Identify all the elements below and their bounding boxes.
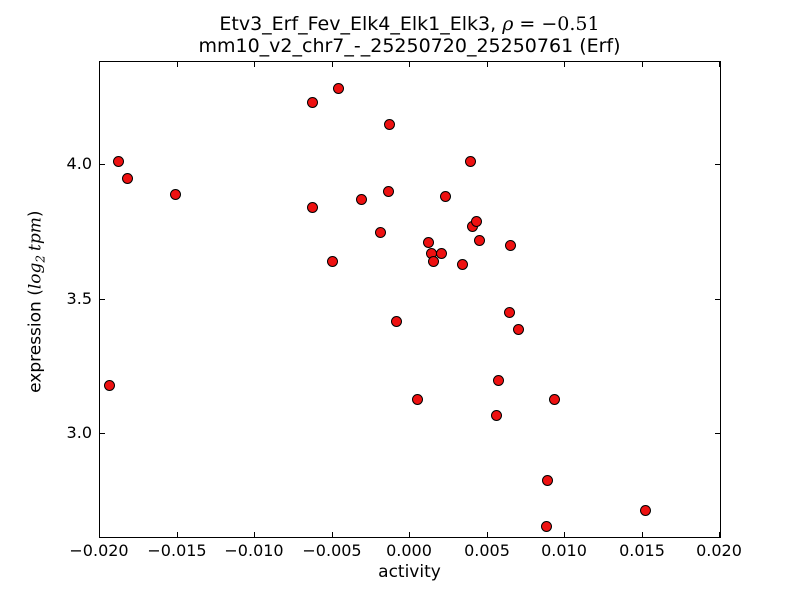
data-point: [503, 307, 515, 319]
data-point: [384, 118, 396, 130]
data-point: [513, 323, 524, 335]
data-point: [492, 374, 504, 386]
data-point: [390, 315, 402, 327]
x-axis-tick: [564, 62, 565, 67]
y-tick-label: 4.0: [66, 154, 92, 173]
y-axis-tick: [715, 164, 720, 165]
data-point: [333, 83, 345, 95]
data-point: [540, 520, 552, 532]
data-point: [542, 474, 554, 486]
data-point: [464, 156, 476, 168]
y-axis-tick: [100, 433, 105, 434]
y-axis-tick: [100, 299, 105, 300]
y-axis-label-log: log: [25, 262, 46, 290]
x-axis-tick: [177, 532, 178, 537]
y-tick-label: 3.0: [66, 423, 92, 442]
y-axis-label-log-base: 2: [33, 254, 48, 263]
x-axis-tick: [254, 62, 255, 67]
data-point: [306, 202, 318, 214]
x-axis-tick: [719, 62, 720, 67]
x-axis-tick: [99, 532, 100, 537]
x-axis-tick: [487, 62, 488, 67]
x-axis-tick: [642, 62, 643, 67]
x-tick-label: 0.000: [386, 541, 432, 560]
data-point: [356, 194, 368, 206]
x-tick-label: −0.010: [224, 541, 284, 560]
x-tick-label: −0.015: [147, 541, 207, 560]
data-point: [471, 215, 483, 227]
data-point: [457, 258, 469, 270]
y-axis-tick: [715, 299, 720, 300]
x-axis-tick: [719, 532, 720, 537]
x-tick-label: −0.005: [302, 541, 362, 560]
x-tick-label: 0.020: [696, 541, 742, 560]
y-tick-label: 3.5: [66, 289, 92, 308]
y-axis-label: expression (log2 tpm): [25, 182, 50, 422]
data-point: [103, 380, 115, 392]
x-tick-label: 0.010: [541, 541, 587, 560]
y-axis-tick: [715, 433, 720, 434]
x-axis-tick: [409, 532, 410, 537]
data-point: [548, 393, 560, 405]
x-tick-label: 0.015: [619, 541, 665, 560]
data-point: [327, 256, 338, 268]
x-axis-tick: [332, 62, 333, 67]
x-tick-label: −0.020: [69, 541, 129, 560]
y-axis-label-unit: tpm: [25, 217, 46, 251]
data-point: [382, 186, 394, 198]
data-point: [435, 248, 447, 260]
x-axis-tick: [409, 62, 410, 67]
x-axis-tick: [564, 532, 565, 537]
data-point: [412, 393, 424, 405]
title-rho-value: = −0.51: [513, 13, 600, 35]
x-axis-tick: [177, 62, 178, 67]
data-point: [375, 226, 387, 238]
x-tick-label: 0.005: [464, 541, 510, 560]
x-axis-tick: [487, 532, 488, 537]
data-point: [440, 191, 452, 203]
chart-subtitle: mm10_v2_chr7_-_25250720_25250761 (Erf): [198, 35, 621, 57]
data-point: [427, 256, 439, 268]
data-point: [491, 410, 503, 422]
data-point: [474, 234, 486, 246]
data-point: [113, 156, 125, 168]
title-rho-symbol: ρ: [502, 13, 514, 35]
data-point: [170, 188, 182, 200]
chart-title: Etv3_Erf_Fev_Elk4_Elk1_Elk3, ρ = −0.51: [99, 13, 720, 35]
y-axis-label-prefix: expression (: [25, 289, 46, 393]
data-point: [306, 96, 318, 108]
x-axis-label: activity: [378, 562, 441, 582]
x-axis-tick: [254, 532, 255, 537]
title-gene-list: Etv3_Erf_Fev_Elk4_Elk1_Elk3,: [219, 13, 503, 35]
data-point: [505, 240, 517, 252]
plot-area: [99, 61, 721, 538]
x-axis-tick: [332, 532, 333, 537]
x-axis-tick: [99, 62, 100, 67]
x-axis-tick: [642, 532, 643, 537]
y-axis-label-suffix: ): [25, 210, 46, 218]
data-point: [122, 172, 134, 184]
data-point: [640, 504, 652, 516]
y-axis-tick: [100, 164, 105, 165]
data-point: [423, 237, 435, 249]
